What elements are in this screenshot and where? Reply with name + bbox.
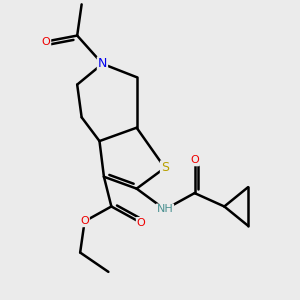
Text: O: O xyxy=(80,216,89,226)
Text: S: S xyxy=(161,161,169,174)
Text: N: N xyxy=(98,57,107,70)
Text: NH: NH xyxy=(157,204,173,214)
Text: O: O xyxy=(137,218,146,228)
Text: O: O xyxy=(190,155,199,165)
Text: O: O xyxy=(42,37,50,46)
